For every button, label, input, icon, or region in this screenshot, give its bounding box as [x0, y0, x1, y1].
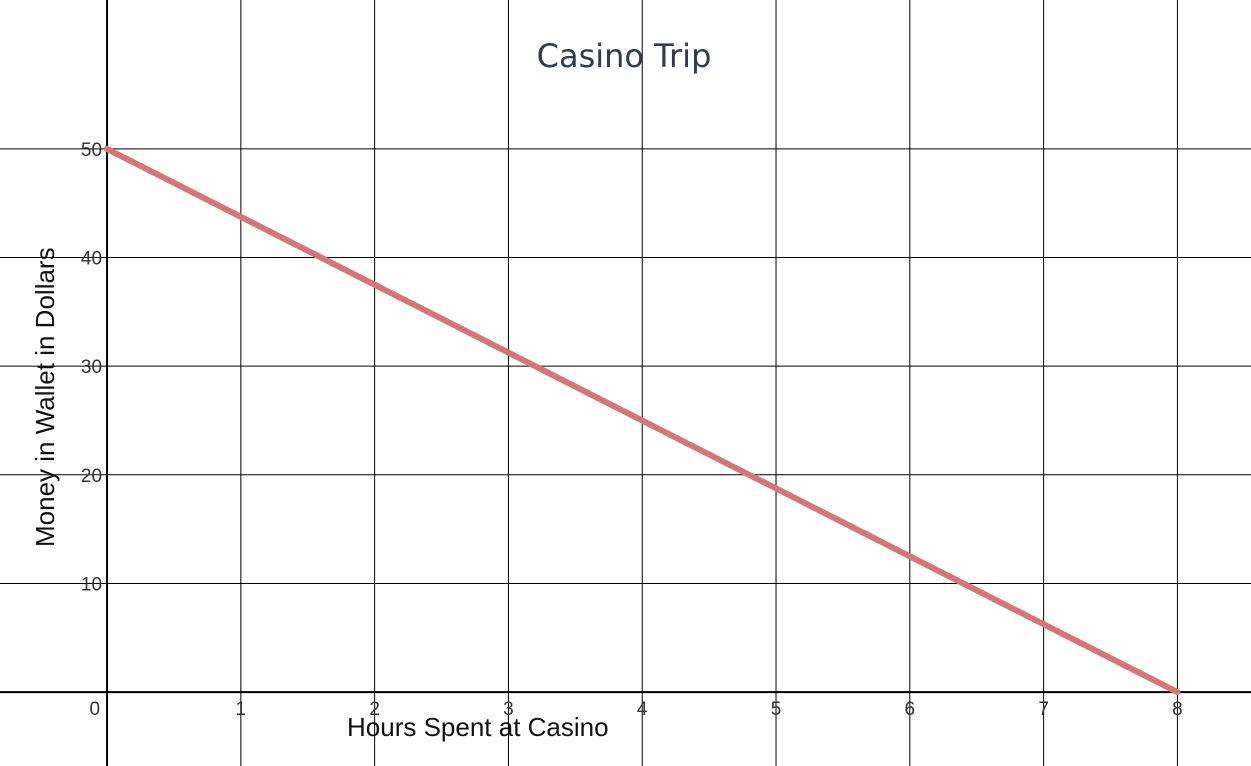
- x-tick-label: 8: [1172, 699, 1183, 720]
- x-tick-label: 7: [1038, 699, 1049, 720]
- y-tick-label: 40: [81, 249, 102, 270]
- x-tick-label: 4: [637, 699, 648, 720]
- origin-label: 0: [89, 699, 100, 720]
- y-tick-label: 20: [81, 466, 102, 487]
- series-layer: [104, 145, 1181, 696]
- x-tick-label: 1: [236, 699, 247, 720]
- x-axis-label: Hours Spent at Casino: [347, 712, 609, 742]
- x-tick-label: 2: [369, 699, 380, 720]
- tick-labels: 1 2 3 4 5 6 7 8 10 20 30 40 50 0: [81, 140, 1183, 720]
- chart-title: Casino Trip: [537, 37, 712, 75]
- x-tick-label: 3: [503, 699, 514, 720]
- y-tick-label: 30: [81, 357, 102, 378]
- y-tick-label: 50: [81, 140, 102, 161]
- y-tick-label: 10: [81, 574, 102, 595]
- x-tick-label: 5: [771, 699, 782, 720]
- series-line: [104, 145, 1181, 696]
- y-axis-label: Money in Wallet in Dollars: [30, 247, 60, 547]
- x-tick-label: 6: [905, 699, 916, 720]
